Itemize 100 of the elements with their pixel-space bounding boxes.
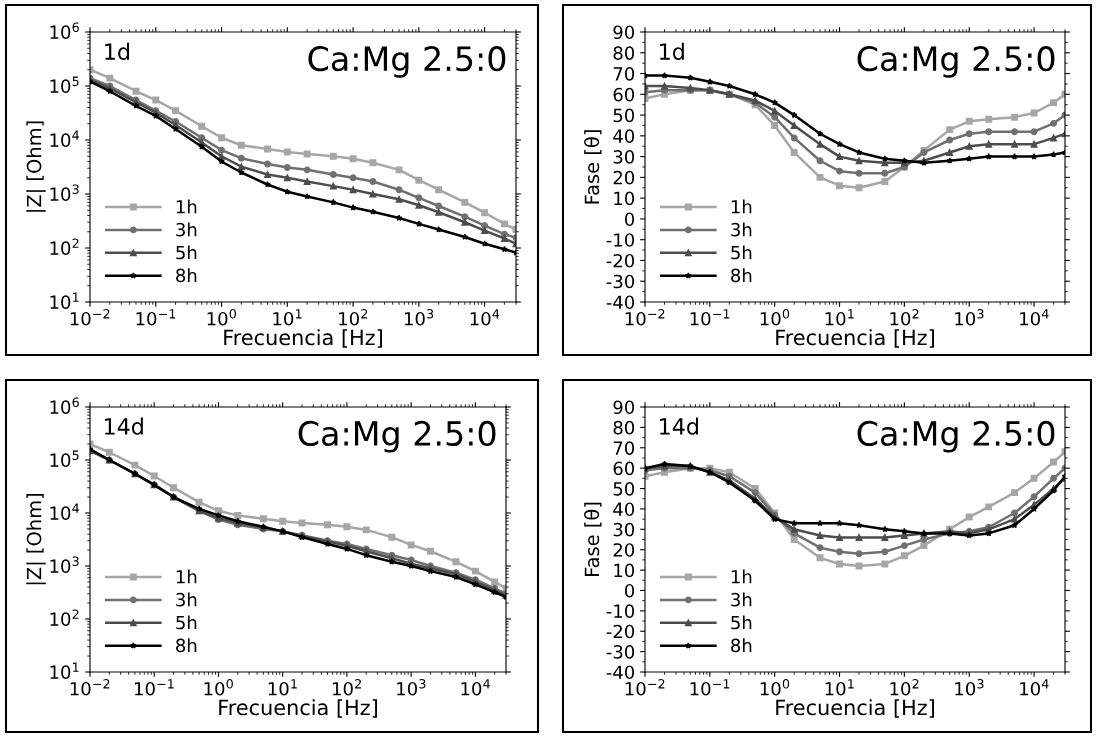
y-tick-label: 10$^{4}$ xyxy=(50,130,79,147)
y-tick-label: 60 xyxy=(613,461,635,476)
x-axis-title: Frecuencia [Hz] xyxy=(224,329,382,348)
y-tick-label: 0 xyxy=(624,212,635,227)
x-tick-label: 10$^{2}$ xyxy=(333,679,361,696)
x-tick-label: 10$^{3}$ xyxy=(955,679,984,696)
x-tick-label: 10$^{0}$ xyxy=(204,679,233,696)
legend-label: 1h xyxy=(731,569,752,584)
x-tick-label: 10$^{−2}$ xyxy=(625,309,665,326)
x-tick-label: 10$^{−1}$ xyxy=(690,309,730,326)
y-tick-label: 50 xyxy=(613,108,635,123)
y-axis-title: Fase [θ] xyxy=(584,130,602,204)
annotation: 14d xyxy=(660,417,698,435)
y-tick-label: 50 xyxy=(613,482,635,496)
annotation: 1d xyxy=(660,42,684,60)
y-tick-label: -30 xyxy=(606,274,635,289)
y-tick-label: -20 xyxy=(606,624,635,639)
x-tick-label: 10$^{2}$ xyxy=(890,309,919,326)
y-tick-label: 10$^{3}$ xyxy=(50,184,79,201)
y-tick-label: 70 xyxy=(613,67,635,81)
legend-label: 3h xyxy=(176,592,197,607)
annotation: Ca:Mg 2.5:0 xyxy=(298,420,496,453)
y-tick-label: 10$^{3}$ xyxy=(50,556,79,573)
y-tick-label: -40 xyxy=(606,295,635,310)
x-tick-label: 10$^{3}$ xyxy=(397,679,426,696)
y-tick-label: 10$^{2}$ xyxy=(50,609,79,626)
y-tick-label: 10$^{5}$ xyxy=(50,450,79,467)
legend-label: 5h xyxy=(176,245,197,260)
y-tick-label: -20 xyxy=(606,253,635,268)
x-tick-label: 10$^{4}$ xyxy=(461,679,490,696)
x-axis-title: Frecuencia [Hz] xyxy=(776,699,934,718)
legend-label: 8h xyxy=(176,268,197,283)
x-tick-label: 10$^{4}$ xyxy=(1020,679,1049,696)
x-axis-title: Frecuencia [Hz] xyxy=(776,329,934,348)
annotation: Ca:Mg 2.5:0 xyxy=(857,46,1055,78)
y-tick-label: 10$^{5}$ xyxy=(50,76,79,93)
y-axis-title: |Z| [Ohm] xyxy=(26,494,46,585)
x-tick-label: 10$^{1}$ xyxy=(268,679,297,696)
legend-label: 3h xyxy=(731,592,752,607)
y-tick-label: 10 xyxy=(614,191,635,206)
legend-label: 5h xyxy=(731,615,752,630)
legend-label: 1h xyxy=(731,199,752,214)
y-tick-label: 90 xyxy=(613,25,635,40)
x-tick-label: 10$^{−1}$ xyxy=(690,679,730,696)
legend-label: 8h xyxy=(176,638,197,653)
y-tick-label: 10$^{4}$ xyxy=(50,503,79,520)
y-tick-label: -10 xyxy=(606,233,635,247)
x-tick-label: 10$^{4}$ xyxy=(1020,309,1049,326)
y-tick-label: 20 xyxy=(613,170,635,185)
x-tick-label: 10$^{0}$ xyxy=(760,679,790,696)
legend-label: 3h xyxy=(731,222,752,237)
x-tick-label: 10$^{2}$ xyxy=(890,679,919,696)
annotation: Ca:Mg 2.5:0 xyxy=(857,420,1055,453)
y-tick-label: -10 xyxy=(606,604,635,618)
x-tick-label: 10$^{2}$ xyxy=(339,309,368,326)
legend-label: 8h xyxy=(731,268,752,283)
y-tick-label: 90 xyxy=(613,400,635,415)
y-axis-title: Fase [θ] xyxy=(584,502,602,576)
y-tick-label: -40 xyxy=(606,665,635,680)
y-tick-label: 10 xyxy=(614,563,635,578)
y-tick-label: 10$^{6}$ xyxy=(50,22,79,39)
legend-label: 8h xyxy=(731,638,752,653)
y-tick-label: 10$^{2}$ xyxy=(50,238,79,255)
y-tick-label: -30 xyxy=(606,645,635,659)
x-tick-label: 10$^{0}$ xyxy=(207,309,236,326)
y-tick-label: 60 xyxy=(613,87,635,102)
x-tick-label: 10$^{−2}$ xyxy=(70,309,110,326)
y-tick-label: 80 xyxy=(613,46,635,60)
y-tick-label: 40 xyxy=(613,502,635,517)
x-axis-title: Frecuencia [Hz] xyxy=(219,699,377,718)
legend-label: 1h xyxy=(176,569,197,584)
x-tick-label: 10$^{3}$ xyxy=(955,309,984,326)
x-tick-label: 10$^{1}$ xyxy=(273,309,302,326)
x-tick-label: 10$^{0}$ xyxy=(760,309,790,326)
y-tick-label: 10$^{1}$ xyxy=(50,662,79,679)
y-tick-label: 10$^{1}$ xyxy=(50,292,79,309)
y-tick-label: 70 xyxy=(613,441,635,455)
y-tick-label: 10$^{6}$ xyxy=(50,397,79,414)
y-tick-label: 30 xyxy=(613,150,635,164)
x-tick-label: 10$^{−1}$ xyxy=(136,309,176,326)
legend-label: 5h xyxy=(176,615,197,630)
y-tick-label: 40 xyxy=(613,129,635,143)
annotation: 1d xyxy=(105,42,130,60)
x-tick-label: 10$^{4}$ xyxy=(470,309,500,326)
x-tick-label: 10$^{−1}$ xyxy=(134,679,174,696)
y-tick-label: 0 xyxy=(624,583,635,598)
y-tick-label: 20 xyxy=(613,543,635,557)
x-tick-label: 10$^{3}$ xyxy=(404,309,434,326)
x-tick-label: 10$^{1}$ xyxy=(825,679,854,696)
legend-label: 5h xyxy=(731,245,752,260)
x-tick-label: 10$^{−2}$ xyxy=(625,679,665,696)
x-tick-label: 10$^{1}$ xyxy=(825,309,854,326)
y-axis-title: |Z| [Ohm] xyxy=(26,121,46,212)
legend-label: 3h xyxy=(176,222,197,237)
legend-label: 1h xyxy=(176,199,197,214)
y-tick-label: 30 xyxy=(613,522,635,537)
annotation: Ca:Mg 2.5:0 xyxy=(308,46,506,78)
x-tick-label: 10$^{−2}$ xyxy=(70,679,110,696)
y-tick-label: 80 xyxy=(613,420,635,435)
annotation: 14d xyxy=(104,417,143,435)
